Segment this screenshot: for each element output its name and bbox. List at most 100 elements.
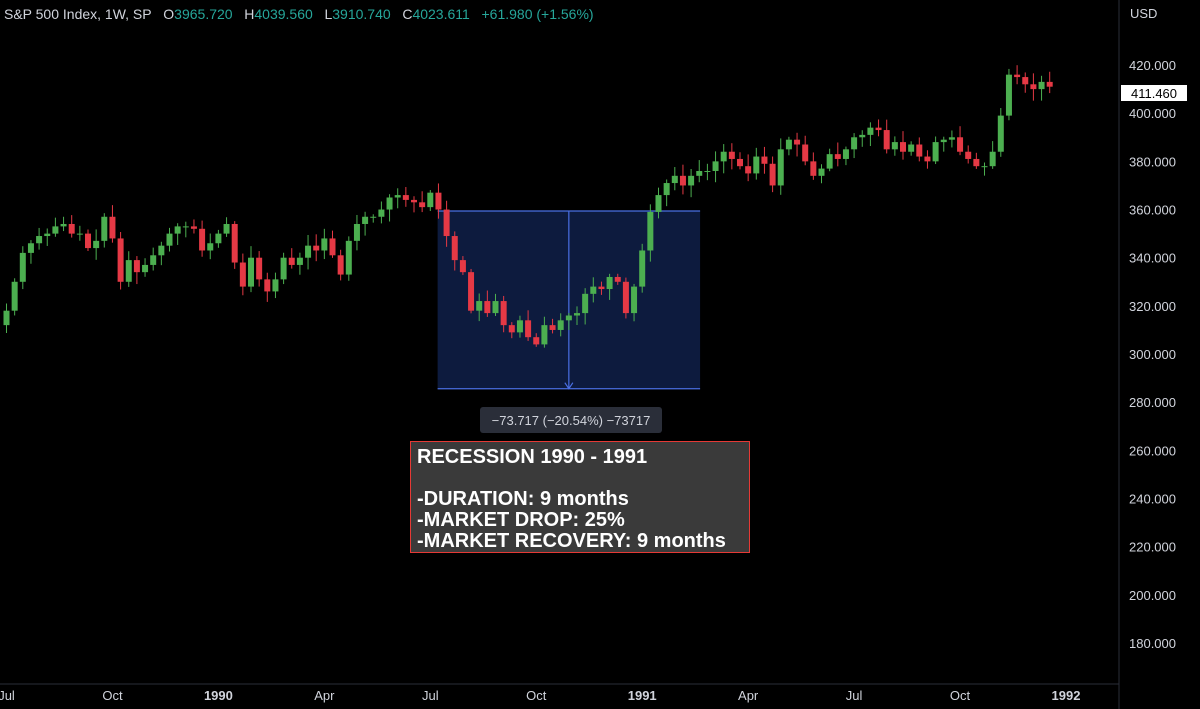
- candle: [239, 253, 246, 296]
- candle: [508, 322, 515, 339]
- currency-label[interactable]: USD: [1130, 6, 1158, 21]
- candle-body: [785, 139, 792, 150]
- symbol-legend: S&P 500 Index, 1W, SP O3965.720 H4039.56…: [4, 6, 594, 22]
- note-recovery: -MARKET RECOVERY: 9 months: [417, 530, 726, 552]
- candle-body: [1022, 77, 1029, 85]
- candle: [867, 122, 874, 147]
- candle: [321, 228, 328, 260]
- candle: [411, 196, 417, 213]
- candle-body: [182, 226, 189, 228]
- candle: [44, 228, 51, 246]
- candle: [900, 131, 906, 160]
- candle: [142, 258, 149, 277]
- candle: [468, 268, 475, 314]
- candle-body: [313, 245, 320, 251]
- time-tick-label: 1990: [204, 688, 233, 703]
- time-tick-label: Jul: [0, 688, 15, 703]
- candle: [737, 152, 743, 170]
- candle-body: [598, 286, 605, 290]
- candle-body: [215, 233, 222, 244]
- candle-body: [272, 279, 279, 292]
- candle-body: [590, 286, 597, 294]
- candle-body: [900, 142, 906, 152]
- candles: [3, 65, 1053, 348]
- candle: [574, 306, 580, 326]
- candle: [688, 168, 695, 198]
- candle-body: [190, 226, 197, 229]
- candle: [834, 142, 841, 167]
- candle-body: [622, 281, 629, 314]
- high-value: 4039.560: [254, 6, 313, 22]
- candle-body: [834, 154, 841, 159]
- candle-body: [533, 337, 540, 345]
- candle: [883, 119, 890, 154]
- candle: [3, 303, 10, 333]
- price-tick-label: 420.000: [1129, 58, 1176, 73]
- time-tick-label: 1991: [628, 688, 657, 703]
- candle: [85, 229, 91, 251]
- candle: [378, 201, 385, 224]
- candle-body: [345, 240, 352, 275]
- candle-body: [174, 226, 181, 234]
- measure-arrow-head: [564, 382, 574, 390]
- candle: [647, 204, 654, 262]
- candle-body: [769, 163, 776, 186]
- candle-body: [753, 156, 760, 174]
- close-label: C: [402, 6, 413, 22]
- candle-body: [476, 301, 483, 311]
- candle: [989, 141, 996, 169]
- last-price-tag: 411.460: [1120, 84, 1188, 102]
- candle: [631, 283, 638, 322]
- candle: [761, 146, 768, 174]
- candle: [582, 288, 589, 325]
- candle: [679, 164, 686, 195]
- candle: [810, 152, 817, 180]
- candle: [557, 313, 564, 337]
- candle: [769, 156, 776, 193]
- time-tick-label: Jul: [422, 688, 439, 703]
- candle-body: [639, 250, 646, 287]
- candle-body: [305, 245, 312, 258]
- candle: [663, 179, 670, 207]
- candle: [492, 293, 499, 317]
- time-tick-label: 1992: [1052, 688, 1081, 703]
- candle: [125, 251, 132, 287]
- candle-body: [1046, 81, 1053, 87]
- candle: [52, 217, 59, 237]
- candle: [590, 277, 597, 303]
- candle: [859, 130, 866, 147]
- candle-body: [712, 161, 719, 171]
- candle: [313, 234, 320, 262]
- candle-body: [296, 257, 303, 265]
- candle-body: [133, 260, 140, 273]
- candle: [704, 163, 711, 181]
- measure-box[interactable]: [437, 210, 701, 390]
- candle: [337, 249, 344, 281]
- candle-body: [329, 238, 336, 256]
- candle-body: [11, 281, 18, 311]
- candle: [329, 230, 336, 258]
- candle-body: [68, 223, 75, 234]
- candle-body: [802, 144, 809, 162]
- candle: [916, 137, 923, 162]
- candle-body: [794, 139, 801, 145]
- candle: [76, 225, 83, 241]
- candle-body: [27, 243, 34, 253]
- candle-body: [93, 240, 100, 249]
- candle-body: [631, 286, 638, 314]
- candle-body: [875, 127, 882, 131]
- candle: [981, 162, 988, 176]
- candle-body: [419, 202, 426, 208]
- candle: [386, 194, 393, 222]
- candle: [272, 272, 279, 299]
- candle: [818, 164, 825, 184]
- candle-body: [908, 144, 915, 152]
- open-value: 3965.720: [174, 6, 233, 22]
- candle-body: [614, 276, 621, 282]
- candle-body: [745, 166, 752, 174]
- candle: [606, 273, 613, 300]
- time-tick-label: Oct: [950, 688, 971, 703]
- low-label: L: [324, 6, 333, 22]
- recession-note[interactable]: RECESSION 1990 - 1991 -DURATION: 9 month…: [410, 441, 750, 553]
